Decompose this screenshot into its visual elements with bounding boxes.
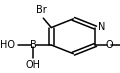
Text: OH: OH <box>26 60 41 70</box>
Text: B: B <box>30 40 37 50</box>
Text: N: N <box>98 22 105 32</box>
Text: Br: Br <box>36 5 47 15</box>
Text: O: O <box>105 40 113 50</box>
Text: HO: HO <box>0 40 15 50</box>
